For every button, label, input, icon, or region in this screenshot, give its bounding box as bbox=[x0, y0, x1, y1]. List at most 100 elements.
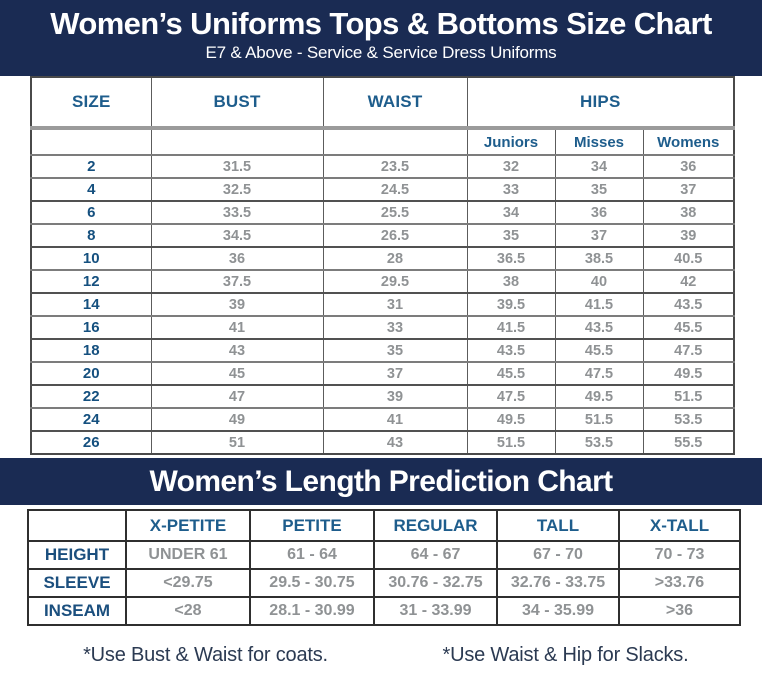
measurement-cell: 49.5 bbox=[466, 407, 556, 432]
measurement-cell: 51.5 bbox=[466, 430, 556, 455]
size-row-2: 2 31.5 23.5 32 34 36 bbox=[30, 154, 735, 179]
range-cell: UNDER 61 bbox=[125, 540, 251, 570]
size-cell: 24 bbox=[30, 407, 152, 432]
measurement-cell: 45.5 bbox=[554, 338, 644, 363]
size-cell: 22 bbox=[30, 384, 152, 409]
measurement-cell: 36 bbox=[642, 154, 735, 179]
measurement-cell: 49 bbox=[150, 407, 324, 432]
measurement-cell: 53.5 bbox=[642, 407, 735, 432]
measurement-cell: 37.5 bbox=[150, 269, 324, 294]
size-cell: 20 bbox=[30, 361, 152, 386]
measurement-cell: 43.5 bbox=[642, 292, 735, 317]
length-table-body: HEIGHT UNDER 61 61 - 64 64 - 67 67 - 70 70 - … bbox=[27, 540, 741, 626]
length-table-header-row: X-PETITE PETITE REGULAR TALL X-TALL bbox=[27, 509, 741, 542]
measurement-cell: 24.5 bbox=[322, 177, 468, 202]
measurement-cell: 38.5 bbox=[554, 246, 644, 271]
length-table: X-PETITE PETITE REGULAR TALL X-TALL HEIG… bbox=[27, 509, 741, 626]
measurement-cell: 55.5 bbox=[642, 430, 735, 455]
range-cell: 30.76 - 32.75 bbox=[373, 568, 498, 598]
column-header-size: SIZE bbox=[30, 76, 152, 129]
row-label-sleeve: SLEEVE bbox=[27, 568, 127, 598]
size-chart-subtitle: E7 & Above - Service & Service Dress Uni… bbox=[205, 42, 557, 62]
size-cell: 12 bbox=[30, 269, 152, 294]
measurement-cell: 45.5 bbox=[466, 361, 556, 386]
measurement-cell: 43.5 bbox=[466, 338, 556, 363]
size-cell: 26 bbox=[30, 430, 152, 455]
measurement-cell: 39 bbox=[642, 223, 735, 248]
row-label-height: HEIGHT bbox=[27, 540, 127, 570]
range-cell: 28.1 - 30.99 bbox=[249, 596, 375, 626]
length-row-inseam: INSEAM <28 28.1 - 30.99 31 - 33.99 34 - 35.9… bbox=[27, 596, 741, 626]
measurement-cell: 41 bbox=[150, 315, 324, 340]
measurement-cell: 37 bbox=[642, 177, 735, 202]
measurement-cell: 47.5 bbox=[466, 384, 556, 409]
measurement-cell: 53.5 bbox=[554, 430, 644, 455]
measurement-cell: 51.5 bbox=[554, 407, 644, 432]
measurement-cell: 38 bbox=[642, 200, 735, 225]
measurement-cell: 34.5 bbox=[150, 223, 324, 248]
size-row-8: 8 34.5 26.5 35 37 39 bbox=[30, 223, 735, 248]
range-cell: 32.76 - 33.75 bbox=[496, 568, 620, 598]
measurement-cell: 32.5 bbox=[150, 177, 324, 202]
size-row-22: 22 47 39 47.5 49.5 51.5 bbox=[30, 384, 735, 409]
measurement-cell: 47.5 bbox=[554, 361, 644, 386]
size-cell: 6 bbox=[30, 200, 152, 225]
measurement-cell: 42 bbox=[642, 269, 735, 294]
footnote-coats: *Use Bust & Waist for coats. bbox=[83, 644, 328, 666]
measurement-cell: 51.5 bbox=[642, 384, 735, 409]
size-cell: 8 bbox=[30, 223, 152, 248]
measurement-cell: 35 bbox=[466, 223, 556, 248]
length-row-sleeve: SLEEVE <29.75 29.5 - 30.75 30.76 - 32.75 32.… bbox=[27, 568, 741, 598]
measurement-cell: 41.5 bbox=[554, 292, 644, 317]
measurement-cell: 23.5 bbox=[322, 154, 468, 179]
measurement-cell: 41.5 bbox=[466, 315, 556, 340]
range-cell: 34 - 35.99 bbox=[496, 596, 620, 626]
measurement-cell: 47.5 bbox=[642, 338, 735, 363]
subcolumn-header-misses: Misses bbox=[554, 126, 644, 156]
measurement-cell: 49.5 bbox=[554, 384, 644, 409]
size-chart-title: Women’s Uniforms Tops & Bottoms Size Cha… bbox=[50, 6, 712, 41]
size-row-6: 6 33.5 25.5 34 36 38 bbox=[30, 200, 735, 225]
range-cell: 31 - 33.99 bbox=[373, 596, 498, 626]
size-row-16: 16 41 33 41.5 43.5 45.5 bbox=[30, 315, 735, 340]
row-label-inseam: INSEAM bbox=[27, 596, 127, 626]
measurement-cell: 36 bbox=[554, 200, 644, 225]
measurement-cell: 35 bbox=[322, 338, 468, 363]
range-cell: <28 bbox=[125, 596, 251, 626]
column-header-tall: TALL bbox=[496, 509, 620, 542]
measurement-cell: 43 bbox=[322, 430, 468, 455]
measurement-cell: 39 bbox=[322, 384, 468, 409]
measurement-cell: 39 bbox=[150, 292, 324, 317]
measurement-cell: 40 bbox=[554, 269, 644, 294]
measurement-cell: 28 bbox=[322, 246, 468, 271]
subcolumn-header-womens: Womens bbox=[642, 126, 735, 156]
size-cell: 14 bbox=[30, 292, 152, 317]
length-row-height: HEIGHT UNDER 61 61 - 64 64 - 67 67 - 70 70 - … bbox=[27, 540, 741, 570]
measurement-cell: 33.5 bbox=[150, 200, 324, 225]
subcolumn-header-juniors: Juniors bbox=[466, 126, 556, 156]
measurement-cell: 51 bbox=[150, 430, 324, 455]
measurement-cell: 35 bbox=[554, 177, 644, 202]
size-row-18: 18 43 35 43.5 45.5 47.5 bbox=[30, 338, 735, 363]
size-row-4: 4 32.5 24.5 33 35 37 bbox=[30, 177, 735, 202]
measurement-cell: 43.5 bbox=[554, 315, 644, 340]
range-cell: <29.75 bbox=[125, 568, 251, 598]
measurement-cell: 37 bbox=[554, 223, 644, 248]
size-table: SIZE BUST WAIST HIPS Juniors Misses Wome… bbox=[30, 76, 736, 455]
empty-subheader bbox=[30, 126, 152, 156]
column-header-x-petite: X-PETITE bbox=[125, 509, 251, 542]
measurement-cell: 49.5 bbox=[642, 361, 735, 386]
column-header-petite: PETITE bbox=[249, 509, 375, 542]
empty-subheader bbox=[322, 126, 468, 156]
measurement-cell: 45.5 bbox=[642, 315, 735, 340]
measurement-cell: 25.5 bbox=[322, 200, 468, 225]
size-row-26: 26 51 43 51.5 53.5 55.5 bbox=[30, 430, 735, 455]
hips-subheader-row: Juniors Misses Womens bbox=[30, 126, 735, 156]
measurement-cell: 43 bbox=[150, 338, 324, 363]
range-cell: 29.5 - 30.75 bbox=[249, 568, 375, 598]
size-cell: 10 bbox=[30, 246, 152, 271]
measurement-cell: 47 bbox=[150, 384, 324, 409]
measurement-cell: 38 bbox=[466, 269, 556, 294]
size-row-14: 14 39 31 39.5 41.5 43.5 bbox=[30, 292, 735, 317]
